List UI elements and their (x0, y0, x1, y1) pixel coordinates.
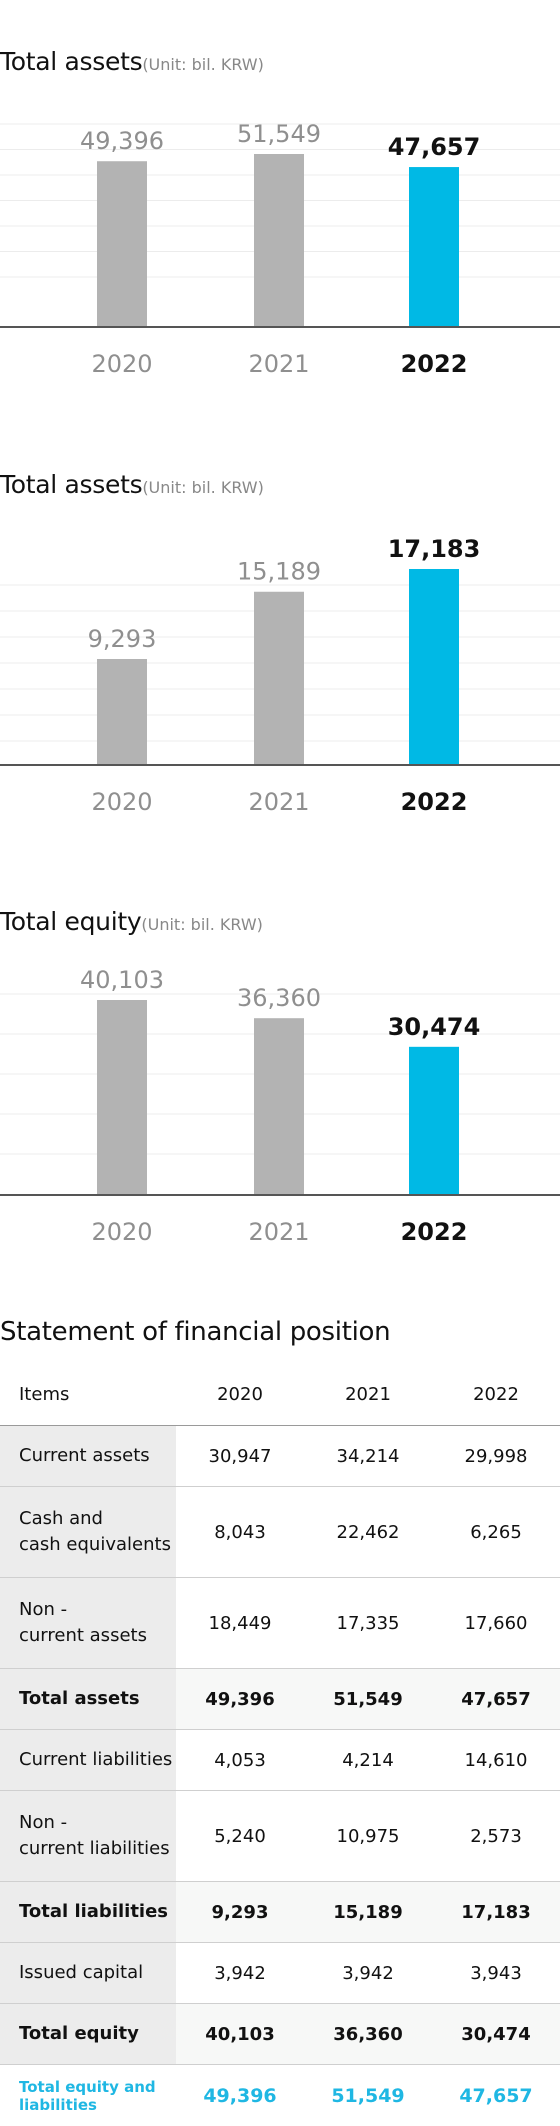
value-label-2020: 49,396 (80, 127, 164, 155)
category-label-2020: 2020 (91, 1218, 152, 1246)
bar-2022 (409, 1047, 459, 1195)
bar-2022 (409, 167, 459, 327)
cell-2021: 4,214 (304, 1730, 432, 1791)
category-label-2020: 2020 (91, 788, 152, 816)
table-row-total: Total equity 40,103 36,360 30,474 (0, 2004, 560, 2065)
row-label-line: liabilities (19, 2096, 97, 2114)
chart-plot: 49,396 2020 51,549 2021 47,657 2022 (0, 47, 560, 382)
category-label-2021: 2021 (248, 1218, 309, 1246)
bar-2020 (97, 659, 147, 765)
bar-2022 (409, 569, 459, 765)
value-label-2020: 40,103 (80, 966, 164, 994)
category-label-2021: 2021 (248, 788, 309, 816)
cell-2020: 18,449 (176, 1578, 304, 1669)
cell-2020: 5,240 (176, 1791, 304, 1882)
table-row: Non - current liabilities 5,240 10,975 2,… (0, 1791, 560, 1882)
row-label-line: cash equivalents (19, 1534, 171, 1555)
cell-2022: 2,573 (432, 1791, 560, 1882)
row-label-line: current assets (19, 1625, 147, 1646)
cell-2022: 30,474 (432, 2004, 560, 2065)
value-label-2020: 9,293 (88, 625, 157, 653)
row-label: Total assets (0, 1669, 176, 1730)
cell-2021: 3,942 (304, 1943, 432, 2004)
table-row: Non - current assets 18,449 17,335 17,660 (0, 1578, 560, 1669)
cell-2022: 29,998 (432, 1426, 560, 1487)
cell-2020: 3,942 (176, 1943, 304, 2004)
row-label: Total equity (0, 2004, 176, 2065)
cell-2022: 47,657 (432, 1669, 560, 1730)
category-label-2020: 2020 (91, 350, 152, 378)
table-header-row: Items 2020 2021 2022 (0, 1364, 560, 1426)
row-label: Current assets (0, 1426, 176, 1487)
row-label: Total liabilities (0, 1882, 176, 1943)
row-label: Cash and cash equivalents (0, 1487, 176, 1578)
category-label-2021: 2021 (248, 350, 309, 378)
cell-2020: 49,396 (176, 2065, 304, 2126)
cell-2020: 4,053 (176, 1730, 304, 1791)
category-label-2022: 2022 (401, 350, 468, 378)
chart-plot: 40,103 2020 36,360 2021 30,474 2022 (0, 907, 560, 1252)
cell-2022: 47,657 (432, 2065, 560, 2126)
table-row: Current liabilities 4,053 4,214 14,610 (0, 1730, 560, 1791)
cell-2021: 36,360 (304, 2004, 432, 2065)
table-row-total: Total liabilities 9,293 15,189 17,183 (0, 1882, 560, 1943)
table-row-total: Total assets 49,396 51,549 47,657 (0, 1669, 560, 1730)
header-2020: 2020 (176, 1364, 304, 1426)
table-row: Cash and cash equivalents 8,043 22,462 6,… (0, 1487, 560, 1578)
row-label-line: Non - (19, 1812, 67, 1833)
value-label-2022: 17,183 (388, 535, 481, 563)
category-label-2022: 2022 (401, 788, 468, 816)
value-label-2022: 47,657 (388, 133, 481, 161)
value-label-2021: 15,189 (237, 558, 321, 586)
row-label: Current liabilities (0, 1730, 176, 1791)
row-label: Issued capital (0, 1943, 176, 2004)
value-label-2021: 36,360 (237, 984, 321, 1012)
cell-2021: 15,189 (304, 1882, 432, 1943)
row-label: Non - current liabilities (0, 1791, 176, 1882)
table-row: Current assets 30,947 34,214 29,998 (0, 1426, 560, 1487)
cell-2022: 6,265 (432, 1487, 560, 1578)
row-label-line: Total equity and (19, 2078, 156, 2096)
bar-2020 (97, 1000, 147, 1195)
table-title: Statement of financial position (0, 1317, 390, 1347)
cell-2021: 10,975 (304, 1791, 432, 1882)
bar-2020 (97, 161, 147, 327)
cell-2020: 40,103 (176, 2004, 304, 2065)
header-2021: 2021 (304, 1364, 432, 1426)
header-2022: 2022 (432, 1364, 560, 1426)
cell-2020: 49,396 (176, 1669, 304, 1730)
cell-2021: 22,462 (304, 1487, 432, 1578)
cell-2022: 14,610 (432, 1730, 560, 1791)
cell-2021: 51,549 (304, 2065, 432, 2126)
cell-2022: 17,183 (432, 1882, 560, 1943)
header-items: Items (0, 1364, 176, 1426)
value-label-2022: 30,474 (388, 1013, 481, 1041)
table-row: Issued capital 3,942 3,942 3,943 (0, 1943, 560, 2004)
cell-2021: 34,214 (304, 1426, 432, 1487)
row-label-line: Cash and (19, 1508, 103, 1529)
category-label-2022: 2022 (401, 1218, 468, 1246)
bar-2021 (254, 592, 304, 765)
chart-plot: 9,293 2020 15,189 2021 17,183 2022 (0, 470, 560, 820)
financial-position-table: Items 2020 2021 2022 Current assets 30,9… (0, 1364, 560, 2126)
cell-2021: 17,335 (304, 1578, 432, 1669)
row-label-line: Non - (19, 1599, 67, 1620)
cell-2022: 17,660 (432, 1578, 560, 1669)
row-label: Non - current assets (0, 1578, 176, 1669)
row-label-line: current liabilities (19, 1838, 170, 1859)
cell-2020: 30,947 (176, 1426, 304, 1487)
value-label-2021: 51,549 (237, 120, 321, 148)
bar-2021 (254, 154, 304, 327)
cell-2022: 3,943 (432, 1943, 560, 2004)
bar-2021 (254, 1018, 304, 1195)
cell-2021: 51,549 (304, 1669, 432, 1730)
cell-2020: 8,043 (176, 1487, 304, 1578)
cell-2020: 9,293 (176, 1882, 304, 1943)
